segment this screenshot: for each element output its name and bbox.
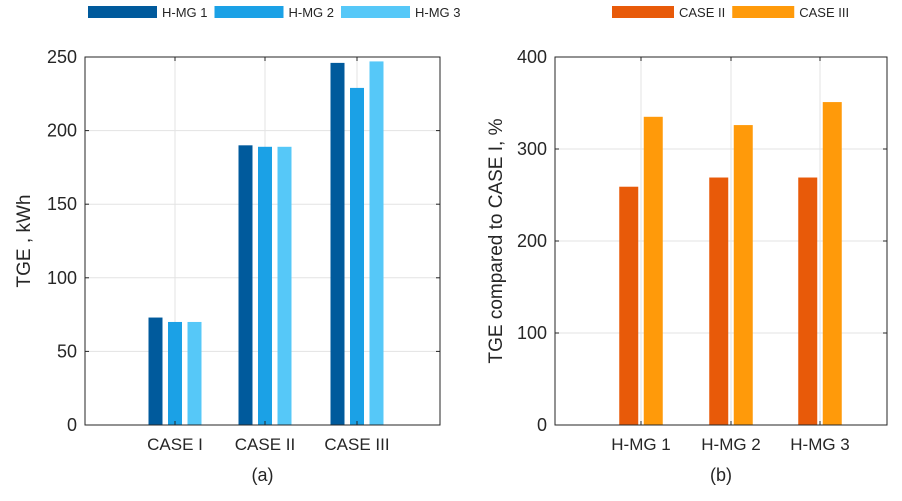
bar-case-ii-1 — [619, 186, 639, 425]
y-axis-label: TGE compared to CASE I, % — [486, 118, 507, 363]
y-tick-label: 200 — [47, 121, 77, 141]
bar-h-mg-2-1 — [168, 321, 182, 425]
bar-case-ii-2 — [709, 177, 729, 425]
x-tick-label: CASE III — [324, 435, 389, 454]
y-tick-label: 0 — [67, 415, 77, 435]
legend-swatch — [88, 6, 157, 18]
legend-swatch — [341, 6, 410, 18]
x-tick-label: H-MG 2 — [701, 435, 761, 454]
bar-case-iii-1 — [643, 116, 663, 426]
legend-swatch — [732, 6, 795, 18]
bar-h-mg-1-3 — [330, 62, 345, 425]
y-tick-label: 400 — [517, 47, 547, 67]
bar-h-mg-3-2 — [277, 146, 292, 426]
x-tick-label: H-MG 3 — [790, 435, 850, 454]
x-tick-label: CASE I — [147, 435, 203, 454]
bar-h-mg-1-2 — [238, 145, 253, 425]
x-tick-label: CASE II — [235, 435, 295, 454]
bar-case-iii-2 — [733, 125, 753, 425]
legend: CASE II CASE III — [612, 5, 849, 20]
y-tick-label: 150 — [47, 194, 77, 214]
bar-h-mg-2-3 — [350, 87, 364, 426]
y-axis-label: TGE , kWh — [14, 195, 35, 288]
legend-swatch — [612, 6, 674, 18]
chart-panel-2: 0 100 200 300 400 H-MG 1 H-MG 2 H-MG 3 (b) TGE co… — [486, 5, 888, 485]
chart-panel-1: 0 50 100 150 200 250 CASE I CASE II CASE III (a) T… — [14, 5, 461, 485]
legend-label: CASE II — [679, 5, 725, 20]
legend: H-MG 1 H-MG 2 H-MG 3 — [88, 5, 461, 20]
y-tick-label: 50 — [57, 341, 77, 361]
bar-h-mg-3-1 — [187, 321, 202, 425]
bar-h-mg-3-3 — [369, 61, 384, 425]
legend-label: H-MG 2 — [289, 5, 335, 20]
legend-swatch — [214, 6, 284, 18]
bar-case-ii-3 — [798, 177, 818, 425]
bar-case-iii-3 — [822, 102, 842, 425]
y-tick-label: 250 — [47, 47, 77, 67]
y-tick-label: 200 — [517, 231, 547, 251]
x-axis-label: (b) — [710, 465, 732, 485]
legend-label: H-MG 3 — [415, 5, 461, 20]
bar-h-mg-1-1 — [148, 317, 163, 425]
bar-h-mg-2-2 — [258, 146, 272, 426]
axes-box — [84, 56, 441, 426]
y-tick-label: 100 — [517, 323, 547, 343]
x-axis-label: (a) — [252, 465, 274, 485]
y-tick-label: 300 — [517, 139, 547, 159]
y-tick-label: 0 — [537, 415, 547, 435]
x-tick-label: H-MG 1 — [611, 435, 671, 454]
y-tick-label: 100 — [47, 268, 77, 288]
legend-label: H-MG 1 — [162, 5, 208, 20]
legend-label: CASE III — [799, 5, 849, 20]
